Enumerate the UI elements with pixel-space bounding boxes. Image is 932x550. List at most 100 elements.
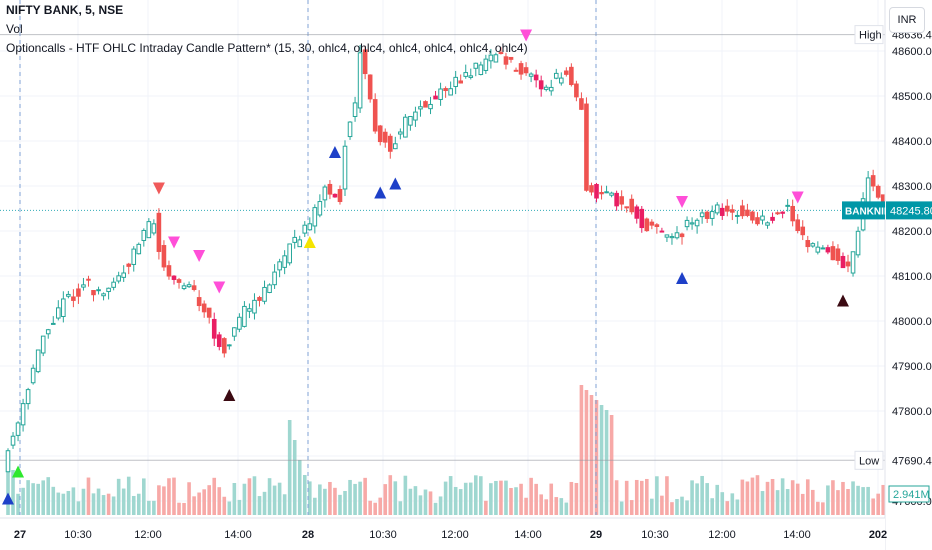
candle-body — [106, 287, 111, 293]
candle-body — [659, 230, 665, 233]
volume-bar — [277, 482, 282, 515]
candle-body — [387, 135, 393, 152]
candle-body — [272, 271, 277, 286]
candle-body — [714, 204, 720, 214]
x-tick-label: 12:00 — [708, 529, 736, 541]
candle-body — [589, 185, 594, 193]
volume-bar — [252, 476, 257, 515]
candle-body — [719, 207, 725, 216]
volume-bar — [805, 479, 810, 515]
signal-marker — [389, 177, 402, 190]
candle-body — [403, 116, 408, 138]
candle-body — [694, 219, 700, 227]
volume-bar — [6, 455, 10, 515]
candle-body — [317, 201, 323, 216]
volume-bar — [720, 492, 725, 515]
volume-bar — [378, 497, 383, 515]
x-tick-label: 28 — [302, 529, 314, 541]
volume-bar — [473, 475, 478, 515]
volume-bar — [705, 483, 709, 515]
candle-body — [654, 224, 660, 227]
volume-bar — [760, 491, 765, 515]
volume-bar — [31, 483, 35, 515]
candle-body — [513, 69, 519, 72]
candle-body — [840, 255, 846, 269]
volume-bar — [468, 482, 473, 515]
candle-body — [196, 297, 202, 307]
volume-bar — [800, 493, 805, 515]
volume-bar — [509, 487, 513, 515]
volume-bar — [589, 395, 594, 515]
volume-bar — [494, 480, 498, 515]
candle-body — [508, 56, 514, 60]
currency-button[interactable]: INR — [889, 7, 925, 33]
volume-bar — [433, 502, 438, 515]
volume-bar — [247, 478, 252, 515]
volume-bar — [775, 490, 780, 515]
volume-bar — [660, 495, 664, 515]
volume-bar — [715, 484, 720, 515]
indicator-legend[interactable]: Optioncalls - HTF OHLC Intraday Candle P… — [6, 41, 528, 55]
candle-body — [337, 189, 343, 203]
candle-body — [423, 101, 428, 108]
candle-body — [408, 115, 413, 126]
candle-body — [15, 422, 21, 436]
volume-bar — [594, 400, 599, 515]
volume-legend[interactable]: Vol — [6, 22, 23, 36]
volume-bar — [61, 493, 66, 515]
candle-body — [574, 83, 579, 98]
candle-body — [870, 175, 876, 187]
candle-body — [780, 211, 785, 214]
volume-bar — [871, 498, 875, 515]
volume-bar — [639, 480, 644, 515]
candle-body — [453, 76, 458, 88]
volume-bar — [232, 483, 237, 515]
x-tick-label: 14:00 — [224, 529, 252, 541]
candle-body — [669, 236, 675, 239]
volume-bar — [579, 385, 584, 515]
candle-body — [86, 278, 91, 281]
volume-bar — [51, 486, 56, 515]
symbol-legend[interactable]: NIFTY BANK, 5, NSE — [6, 3, 124, 17]
candle-body — [679, 233, 685, 238]
volume-bar — [463, 482, 468, 515]
volume-bar — [71, 487, 76, 515]
candle-body — [579, 98, 584, 110]
volume-bar — [443, 481, 448, 515]
candle-body — [483, 58, 489, 71]
candle-body — [141, 229, 147, 241]
volume-badge-value: 2.941M — [893, 489, 930, 501]
candle-body — [312, 207, 318, 227]
candle-body — [518, 63, 524, 75]
volume-bar — [121, 488, 126, 515]
candle-body — [116, 275, 121, 282]
volume-bar — [489, 483, 493, 515]
volume-bar — [514, 487, 518, 515]
volume-bar — [770, 478, 775, 515]
candle-body — [810, 243, 816, 247]
signals — [2, 29, 849, 505]
volume-bar — [197, 492, 201, 515]
volume-bar — [76, 501, 81, 515]
signal-marker — [374, 186, 387, 199]
volume-bar — [126, 476, 131, 515]
volume-bar — [187, 482, 191, 515]
candle-body — [136, 243, 142, 255]
candle-body — [30, 367, 36, 384]
candle-body — [332, 193, 338, 198]
volume-bar — [665, 476, 669, 515]
candle-body — [71, 296, 76, 301]
candle-body — [478, 64, 484, 76]
volume-bar — [851, 481, 855, 515]
candle-body — [735, 214, 740, 217]
candle-body — [639, 208, 645, 229]
candle-body — [131, 248, 137, 265]
candle-body — [815, 246, 821, 253]
volume-bar — [257, 496, 262, 515]
candle-body — [302, 224, 308, 234]
volume-bar — [846, 489, 850, 515]
volume-bar — [690, 480, 694, 515]
volume-bar — [730, 493, 735, 515]
volume-bar — [262, 491, 267, 515]
